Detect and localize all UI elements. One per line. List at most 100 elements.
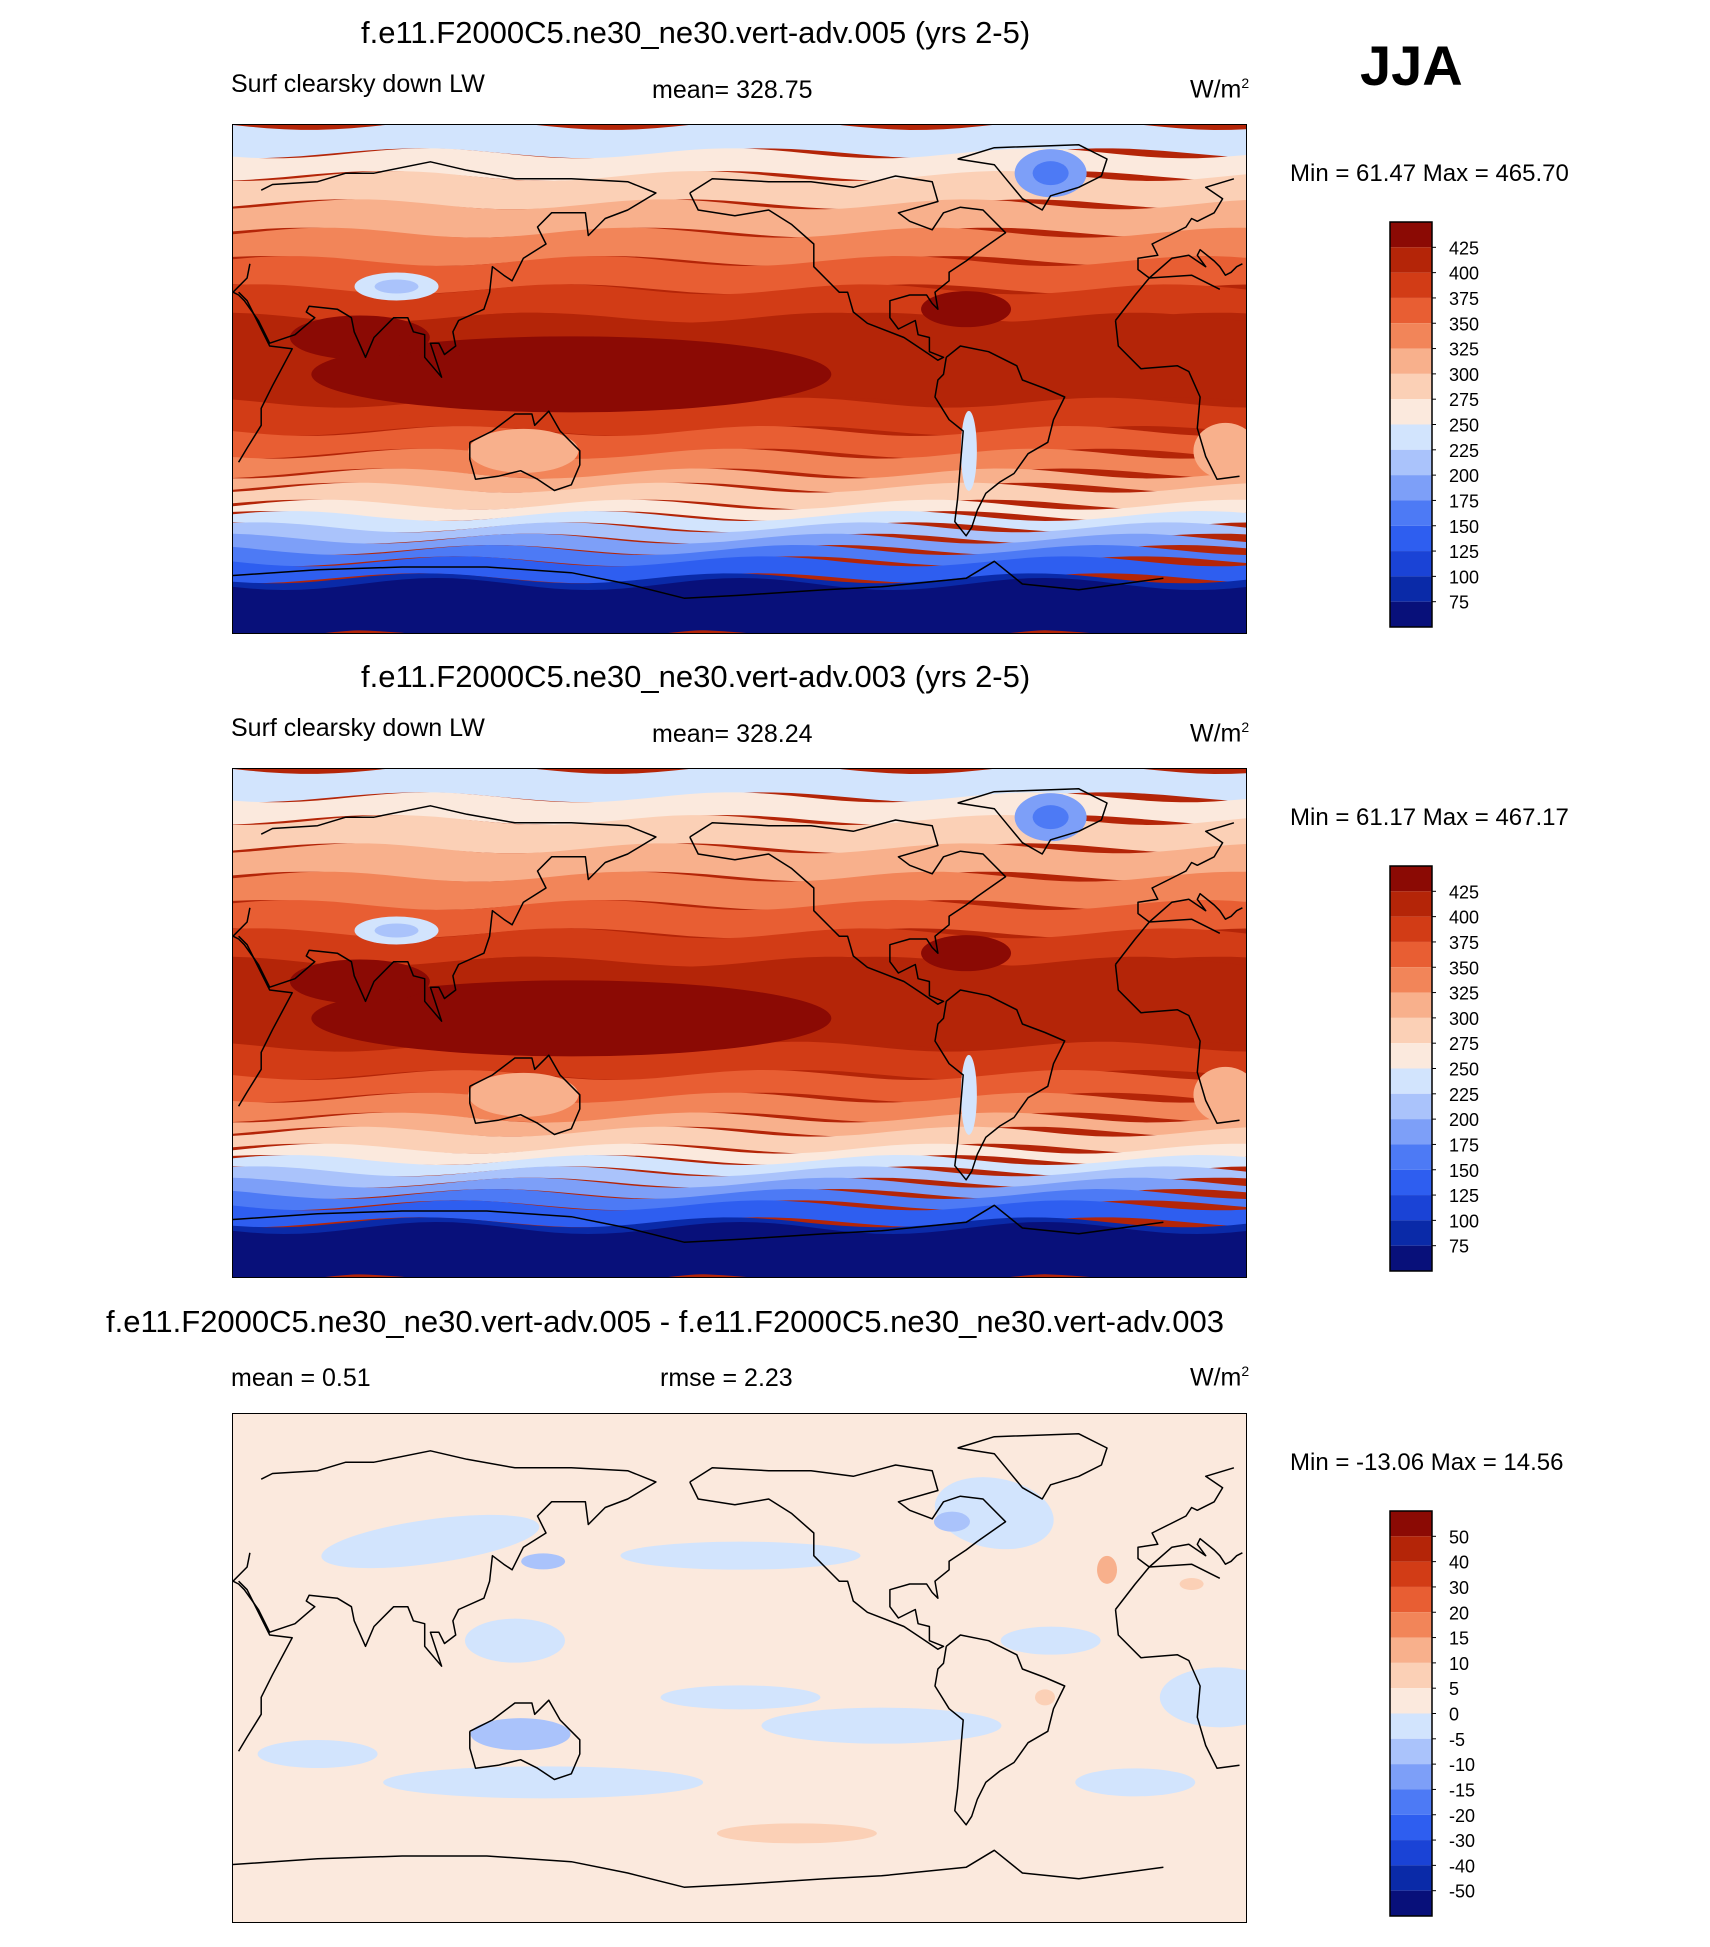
colorbar-box — [1390, 1840, 1432, 1866]
field-warm-indian — [289, 315, 430, 360]
colorbar-label: 375 — [1449, 933, 1479, 953]
field-s-africa — [1193, 1066, 1246, 1123]
colorbar-box — [1390, 1814, 1432, 1841]
coastline-n-america — [689, 1464, 1007, 1650]
panel3-colorbar: 50 40 30 20 15 10 5 0 -5 -10 -15 -20 -30 -40 -50 — [1389, 1510, 1475, 1917]
colorbar-box — [1390, 1713, 1432, 1739]
colorbar-label: 275 — [1449, 390, 1479, 410]
colorbar-box — [1390, 323, 1432, 349]
colorbar-box — [1390, 1789, 1432, 1815]
panel1-title: f.e11.F2000C5.ne30_ne30.vert-adv.005 (yr… — [361, 15, 1031, 50]
field-band — [233, 900, 1246, 939]
field-negative-area — [383, 1766, 704, 1799]
colorbar-label: 350 — [1449, 958, 1479, 978]
field-warm-pool — [311, 980, 832, 1057]
field-band — [233, 1143, 1246, 1165]
field-antarctic-plateau — [233, 578, 1246, 633]
field-band — [233, 1177, 1246, 1199]
field-band — [233, 499, 1246, 521]
panel2-title: f.e11.F2000C5.ne30_ne30.vert-adv.003 (yr… — [361, 659, 1031, 694]
colorbar-box — [1390, 1220, 1432, 1246]
field-band — [233, 468, 1246, 493]
colorbar-label: 20 — [1449, 1603, 1469, 1623]
colorbar-label: 325 — [1449, 984, 1479, 1004]
colorbar-label: -30 — [1449, 1831, 1475, 1851]
panel2-mean: mean= 328.24 — [652, 720, 813, 748]
colorbar-box — [1390, 1890, 1432, 1916]
coastline-s-america — [934, 989, 1066, 1181]
colorbar-label: -20 — [1449, 1806, 1475, 1826]
colorbar-label: 225 — [1449, 1085, 1479, 1105]
panel3-minmax: Min = -13.06 Max = 14.56 — [1290, 1449, 1564, 1476]
field-warm-caribbean — [921, 935, 1012, 972]
colorbar-box — [1390, 348, 1432, 374]
panel2-colorbar: 425 400 375 350 325 300 275 250 225 200 175 150 125 1… — [1389, 865, 1479, 1272]
colorbar-box — [1390, 399, 1432, 425]
coastlines — [233, 1433, 1243, 1888]
field-negative-area — [257, 1740, 378, 1768]
colorbar-label: 300 — [1449, 1009, 1479, 1029]
colorbar-label: 350 — [1449, 314, 1479, 334]
field-warm-caribbean — [921, 291, 1012, 328]
coastline-australia — [469, 1054, 581, 1136]
colorbar-box — [1390, 1637, 1432, 1663]
field-band — [233, 1189, 1246, 1211]
field-band — [233, 1155, 1246, 1177]
colorbar-box — [1390, 1612, 1432, 1638]
coastline-australia — [469, 1699, 581, 1781]
colorbar-box — [1390, 916, 1432, 942]
field-band — [233, 482, 1246, 510]
field-southern-pos — [716, 1823, 877, 1844]
colorbar-box — [1390, 1764, 1432, 1790]
colorbar-box — [1390, 1688, 1432, 1714]
colorbar-label: -40 — [1449, 1856, 1475, 1876]
colorbar-box — [1390, 500, 1432, 526]
colorbar-box — [1390, 891, 1432, 917]
field-japan-neg — [521, 1553, 566, 1570]
field-greenland-core — [1032, 161, 1069, 186]
colorbar-label: 325 — [1449, 340, 1479, 360]
coastline-greenland — [957, 144, 1108, 211]
panel3-units: W/m2 — [1190, 1363, 1250, 1392]
panel3-mean: mean = 0.51 — [231, 1364, 371, 1392]
colorbar-box — [1390, 1195, 1432, 1221]
coastline-africa — [1114, 1609, 1240, 1769]
colorbar-label: 0 — [1449, 1705, 1459, 1725]
field-tibet-core — [374, 279, 419, 294]
panel1-units: W/m2 — [1190, 75, 1250, 104]
coastline-eurasia — [233, 161, 657, 378]
coastline-eurasia — [233, 907, 251, 937]
coastline-greenland — [957, 1433, 1108, 1500]
colorbar-box — [1390, 1093, 1432, 1120]
colorbar-box — [1390, 1119, 1432, 1145]
field-sahara-pos — [1179, 1578, 1204, 1590]
colorbar-label: 75 — [1449, 593, 1469, 613]
field-band — [233, 522, 1246, 544]
panel1-variable: Surf clearsky down LW — [231, 70, 485, 98]
field-band — [233, 199, 1246, 238]
field-tibet-core — [374, 923, 419, 938]
panel2-variable: Surf clearsky down LW — [231, 714, 485, 742]
field-band — [233, 256, 1246, 295]
field-band — [233, 171, 1246, 210]
colorbar-label: 150 — [1449, 1161, 1479, 1181]
field-warm-pool — [311, 336, 832, 413]
colorbar-label: -15 — [1449, 1780, 1475, 1800]
colorbar-box — [1390, 272, 1432, 298]
field-andes-low — [960, 1054, 977, 1135]
field-band — [233, 1112, 1246, 1137]
panel1-colorbar: 425 400 375 350 325 300 275 250 225 200 175 150 125 1… — [1389, 221, 1479, 628]
colorbar-box — [1390, 576, 1432, 602]
field-band — [233, 125, 1246, 159]
colorbar-box — [1390, 601, 1432, 627]
colorbar-label: -5 — [1449, 1730, 1465, 1750]
colorbar-box — [1390, 525, 1432, 552]
coastline-eurasia — [1137, 178, 1243, 279]
field-negative-area — [1159, 1667, 1246, 1728]
coastline-s-america — [934, 1634, 1066, 1826]
colorbar-box — [1390, 297, 1432, 324]
field-band — [233, 545, 1246, 567]
colorbar-box — [1390, 1017, 1432, 1044]
colorbar-box — [1390, 222, 1432, 248]
colorbar-box — [1390, 475, 1432, 501]
